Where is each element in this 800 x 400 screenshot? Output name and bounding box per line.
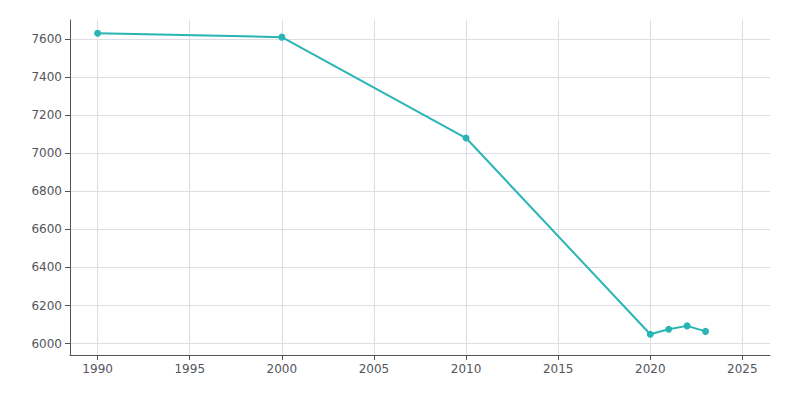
svg-text:6800: 6800	[31, 184, 62, 198]
svg-text:1995: 1995	[174, 362, 205, 376]
svg-text:1990: 1990	[82, 362, 113, 376]
svg-text:2000: 2000	[267, 362, 298, 376]
svg-text:6600: 6600	[31, 222, 62, 236]
svg-text:7400: 7400	[31, 70, 62, 84]
svg-text:2010: 2010	[451, 362, 482, 376]
svg-text:2015: 2015	[543, 362, 574, 376]
svg-text:2005: 2005	[359, 362, 390, 376]
svg-text:7200: 7200	[31, 108, 62, 122]
svg-text:2025: 2025	[727, 362, 758, 376]
svg-text:7000: 7000	[31, 146, 62, 160]
svg-text:6200: 6200	[31, 299, 62, 313]
svg-text:2020: 2020	[635, 362, 666, 376]
svg-text:7600: 7600	[31, 32, 62, 46]
svg-text:6000: 6000	[31, 337, 62, 351]
svg-text:6400: 6400	[31, 260, 62, 274]
